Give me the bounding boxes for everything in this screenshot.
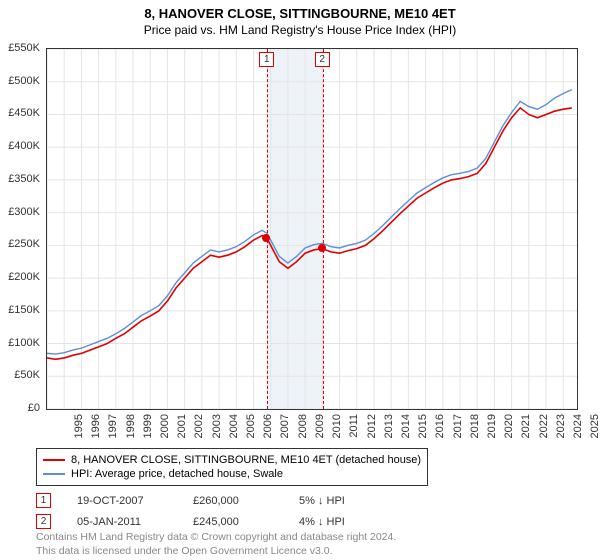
sale-price: £260,000 [193,495,273,507]
sales-row: 2 05-JAN-2011 £245,000 4% ↓ HPI [36,511,379,532]
legend-item: 8, HANOVER CLOSE, SITTINGBOURNE, ME10 4E… [43,453,421,467]
plot-area [46,48,578,410]
plot-svg [47,49,577,409]
x-axis-label: 2023 [555,414,567,444]
x-axis-label: 2014 [400,414,412,444]
y-axis-label: £200K [0,271,40,283]
y-axis-label: £550K [0,42,40,54]
x-axis-label: 1996 [90,414,102,444]
sale-point [318,244,326,252]
x-axis-label: 2017 [452,414,464,444]
x-axis-label: 2025 [589,414,600,444]
x-axis-label: 2002 [193,414,205,444]
y-axis-label: £350K [0,173,40,185]
sale-vline [267,49,268,409]
y-axis-label: £100K [0,337,40,349]
y-axis-label: £300K [0,206,40,218]
sale-date: 05-JAN-2011 [77,516,167,528]
sale-date: 19-OCT-2007 [77,495,167,507]
x-axis-label: 2020 [503,414,515,444]
sale-marker-box: 1 [36,493,51,508]
y-axis-label: £400K [0,140,40,152]
x-axis-label: 1997 [107,414,119,444]
y-axis-label: £500K [0,75,40,87]
legend-item: HPI: Average price, detached house, Swal… [43,467,421,481]
x-axis-label: 1999 [142,414,154,444]
series-line [47,90,572,354]
legend-swatch [43,459,65,461]
y-axis-label: £50K [0,369,40,381]
x-axis-label: 1995 [73,414,85,444]
sale-point [262,234,270,242]
x-axis-label: 2012 [366,414,378,444]
x-axis-label: 2009 [314,414,326,444]
sale-marker-box: 2 [315,52,330,67]
x-axis-label: 2011 [348,414,360,444]
sales-row: 1 19-OCT-2007 £260,000 5% ↓ HPI [36,490,379,511]
legend-label: HPI: Average price, detached house, Swal… [71,468,283,480]
y-axis-label: £250K [0,238,40,250]
attribution-line: This data is licensed under the Open Gov… [36,544,396,558]
x-axis-label: 2022 [538,414,550,444]
chart-title: 8, HANOVER CLOSE, SITTINGBOURNE, ME10 4E… [0,0,600,21]
sale-marker-box: 2 [36,514,51,529]
attribution: Contains HM Land Registry data © Crown c… [36,530,396,558]
y-axis-label: £450K [0,107,40,119]
x-axis-label: 2018 [469,414,481,444]
x-axis-label: 2013 [383,414,395,444]
x-axis-label: 2003 [211,414,223,444]
x-axis-label: 1998 [125,414,137,444]
y-axis-label: £150K [0,304,40,316]
x-axis-label: 2019 [486,414,498,444]
x-axis-label: 2015 [417,414,429,444]
x-axis-label: 2000 [159,414,171,444]
x-axis-label: 2010 [331,414,343,444]
x-axis-label: 2024 [572,414,584,444]
attribution-line: Contains HM Land Registry data © Crown c… [36,530,396,544]
x-axis-label: 2016 [434,414,446,444]
legend: 8, HANOVER CLOSE, SITTINGBOURNE, ME10 4E… [36,448,428,486]
x-axis-label: 2001 [176,414,188,444]
sale-vline [323,49,324,409]
sale-delta: 4% ↓ HPI [299,516,379,528]
sale-price: £245,000 [193,516,273,528]
x-axis-label: 2008 [297,414,309,444]
sale-delta: 5% ↓ HPI [299,495,379,507]
legend-swatch [43,473,65,475]
x-axis-label: 2005 [245,414,257,444]
x-axis-label: 2021 [520,414,532,444]
sale-marker-box: 1 [259,52,274,67]
sales-table: 1 19-OCT-2007 £260,000 5% ↓ HPI 2 05-JAN-2011… [36,490,379,532]
chart-subtitle: Price paid vs. HM Land Registry's House … [0,21,600,41]
x-axis-label: 2004 [228,414,240,444]
x-axis-label: 2007 [279,414,291,444]
y-axis-label: £0 [0,402,40,414]
x-axis-label: 2006 [262,414,274,444]
legend-label: 8, HANOVER CLOSE, SITTINGBOURNE, ME10 4E… [71,454,421,466]
